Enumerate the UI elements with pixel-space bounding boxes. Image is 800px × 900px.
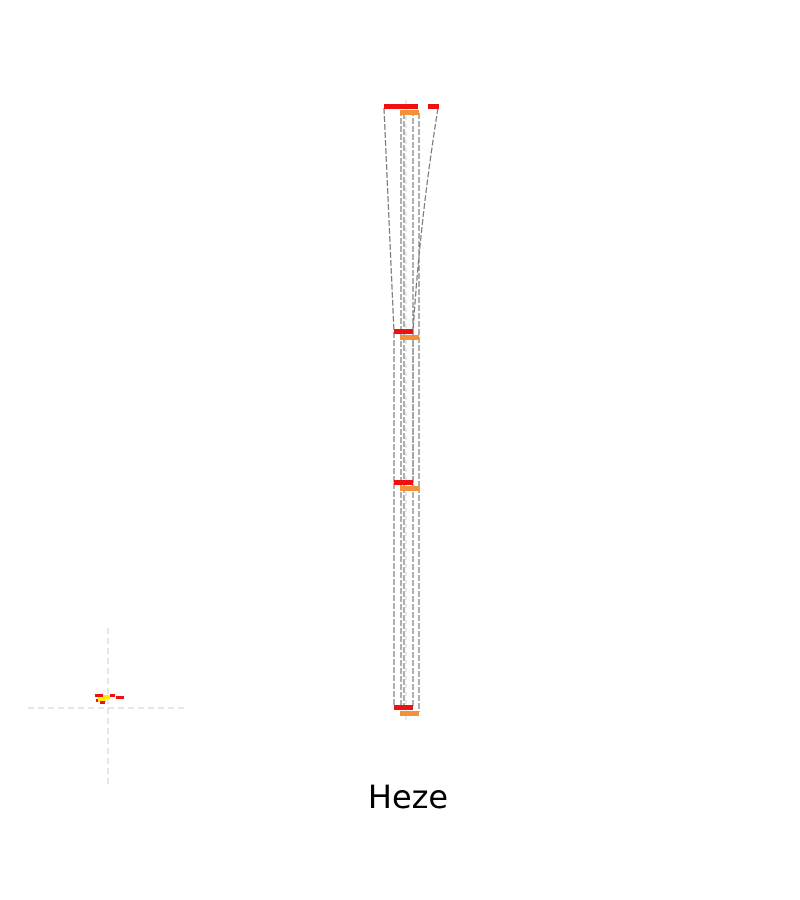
orange-marker [400, 711, 419, 716]
red-marker [428, 104, 439, 109]
red-marker [384, 104, 418, 109]
red-marker [394, 329, 413, 334]
red-marker [394, 480, 413, 485]
connector-lines [383, 107, 439, 712]
red-marker [394, 705, 413, 710]
orange-marker [400, 110, 419, 115]
level-3 [394, 480, 419, 491]
level-2 [394, 329, 419, 340]
locator-crosshair [28, 628, 188, 788]
level-bottom [394, 705, 419, 716]
level-top [384, 104, 439, 115]
orange-marker [400, 335, 419, 340]
diagram-title: Heze [368, 778, 448, 816]
locator-cluster [95, 694, 124, 704]
orange-marker [400, 486, 419, 491]
